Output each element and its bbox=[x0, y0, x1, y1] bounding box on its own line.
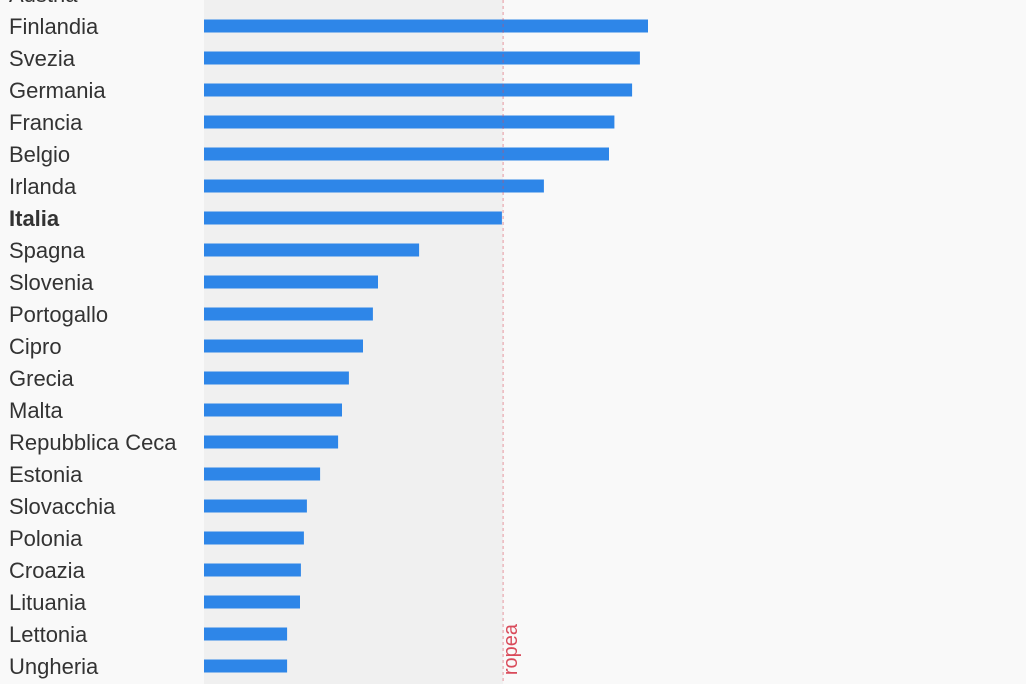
category-label: Irlanda bbox=[9, 174, 77, 199]
category-label: Italia bbox=[9, 206, 60, 231]
bar bbox=[204, 435, 339, 449]
category-label: Francia bbox=[9, 110, 83, 135]
bar bbox=[204, 307, 373, 321]
bar bbox=[204, 371, 349, 385]
category-label: Croazia bbox=[9, 558, 86, 583]
category-label: Ungheria bbox=[9, 654, 99, 679]
category-label: Lituania bbox=[9, 590, 87, 615]
bar bbox=[204, 179, 544, 193]
bar bbox=[204, 115, 615, 129]
category-label: Austria bbox=[9, 0, 78, 7]
category-label: Svezia bbox=[9, 46, 76, 71]
bar bbox=[204, 243, 420, 257]
bar bbox=[204, 339, 363, 353]
bar bbox=[204, 403, 342, 417]
bar bbox=[204, 531, 304, 545]
bar bbox=[204, 51, 640, 65]
category-label: Germania bbox=[9, 78, 106, 103]
category-label: Portogallo bbox=[9, 302, 108, 327]
bars bbox=[204, 19, 648, 673]
bar bbox=[204, 211, 502, 225]
category-label: Slovacchia bbox=[9, 494, 116, 519]
category-label: Polonia bbox=[9, 526, 83, 551]
category-label: Repubblica Ceca bbox=[9, 430, 177, 455]
bar bbox=[204, 627, 288, 641]
bar bbox=[204, 147, 609, 161]
category-label: Malta bbox=[9, 398, 64, 423]
bar bbox=[204, 275, 378, 289]
bar bbox=[204, 499, 307, 513]
category-label: Grecia bbox=[9, 366, 75, 391]
category-label: Estonia bbox=[9, 462, 83, 487]
category-label: Lettonia bbox=[9, 622, 88, 647]
category-label: Finlandia bbox=[9, 14, 99, 39]
category-label: Slovenia bbox=[9, 270, 94, 295]
bar bbox=[204, 563, 301, 577]
category-label: Spagna bbox=[9, 238, 86, 263]
bar bbox=[204, 19, 648, 33]
bar bbox=[204, 595, 300, 609]
bar bbox=[204, 659, 288, 673]
category-label: Cipro bbox=[9, 334, 62, 359]
reference-line-label: ropea bbox=[500, 623, 522, 675]
bar bbox=[204, 467, 321, 481]
category-labels: Austria Finlandia Svezia Germania Francia Bel… bbox=[9, 0, 177, 679]
category-label: Belgio bbox=[9, 142, 70, 167]
bar bbox=[204, 83, 633, 97]
